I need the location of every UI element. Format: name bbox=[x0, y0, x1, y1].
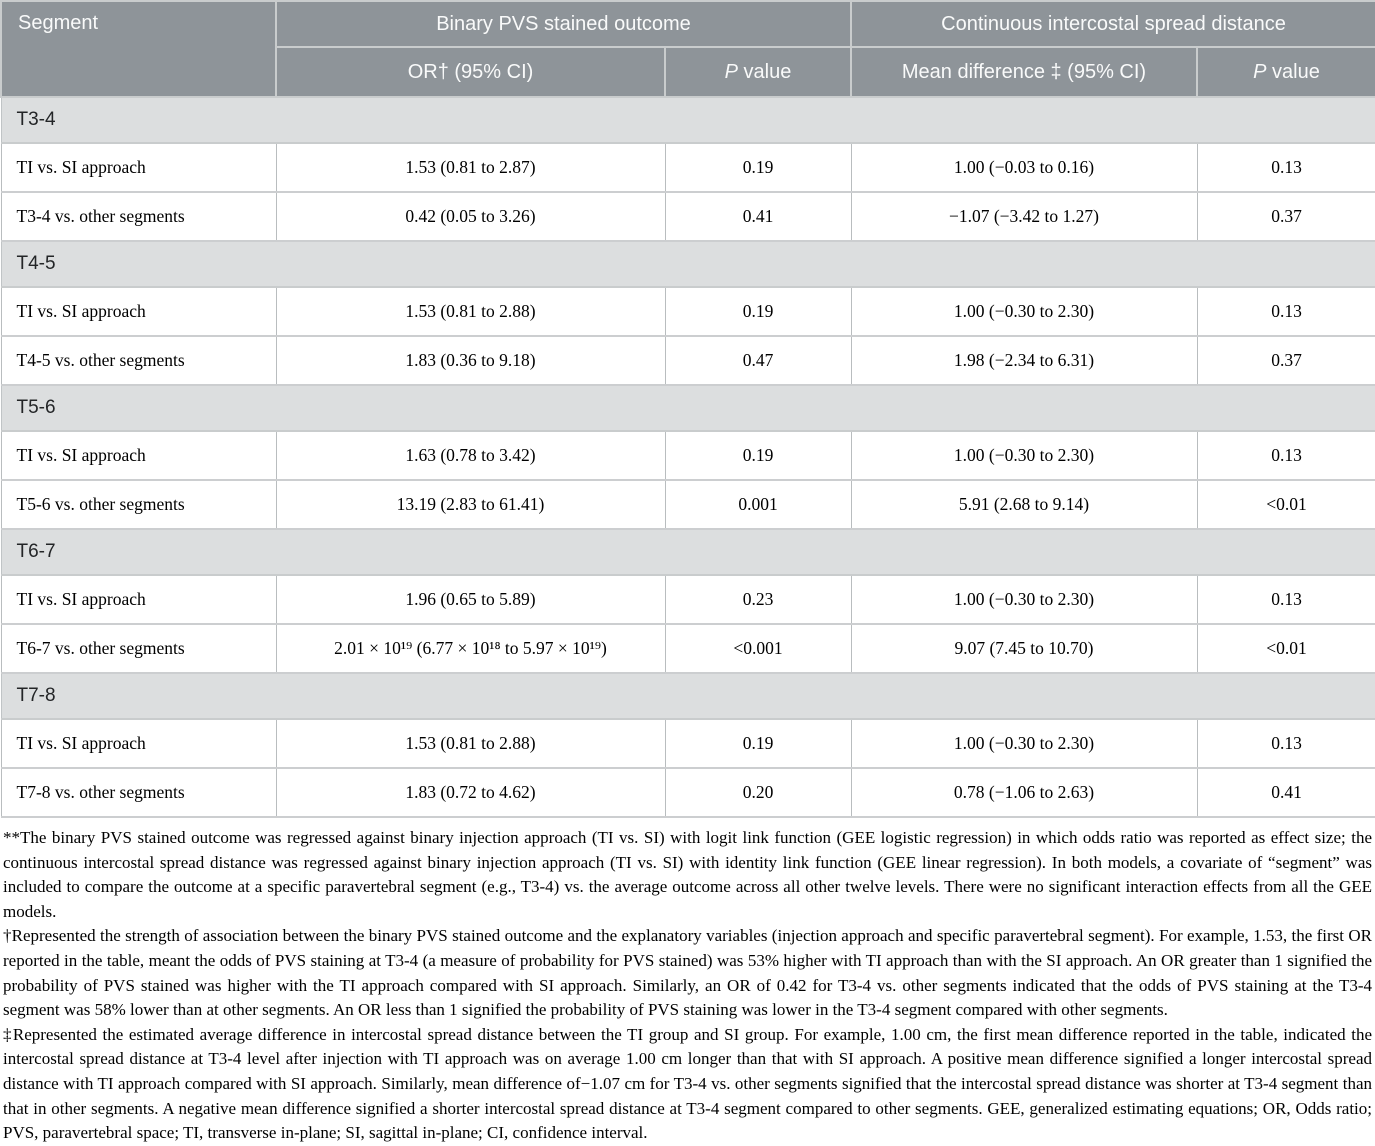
row-label: TI vs. SI approach bbox=[0, 574, 277, 625]
or-value: 2.01 × 10¹⁹ (6.77 × 10¹⁸ to 5.97 × 10¹⁹) bbox=[275, 623, 666, 674]
row-label: T6-7 vs. other segments bbox=[0, 623, 277, 674]
mean-difference-value: 5.91 (2.68 to 9.14) bbox=[850, 479, 1198, 530]
p-value-spread: 0.37 bbox=[1196, 191, 1375, 242]
header-group-binary-pvs: Binary PVS stained outcome bbox=[275, 0, 852, 48]
p-value-stained: 0.001 bbox=[664, 479, 852, 530]
p-value-spread: 0.37 bbox=[1196, 335, 1375, 386]
p-rest: value bbox=[737, 60, 792, 83]
footnote-model-description: **The binary PVS stained outcome was reg… bbox=[3, 828, 1372, 921]
table-footnotes: **The binary PVS stained outcome was reg… bbox=[0, 818, 1375, 1146]
p-value-spread: 0.13 bbox=[1196, 718, 1375, 769]
p-rest: value bbox=[1266, 60, 1320, 83]
p-value-stained: <0.001 bbox=[664, 623, 852, 674]
segment-band-t4-5: T4-5 bbox=[0, 240, 1375, 288]
footnote-odds-ratio: †Represented the strength of association… bbox=[3, 926, 1372, 1020]
p-value-stained: 0.19 bbox=[664, 142, 852, 193]
mean-difference-value: 1.00 (−0.30 to 2.30) bbox=[850, 718, 1198, 769]
segment-band-t6-7: T6-7 bbox=[0, 528, 1375, 576]
table-row: T6-7 vs. other segments 2.01 × 10¹⁹ (6.7… bbox=[0, 623, 1375, 674]
p-value-stained: 0.19 bbox=[664, 718, 852, 769]
mean-difference-value: 1.98 (−2.34 to 6.31) bbox=[850, 335, 1198, 386]
or-value: 1.53 (0.81 to 2.87) bbox=[275, 142, 666, 193]
p-value-stained: 0.19 bbox=[664, 286, 852, 337]
row-label: T5-6 vs. other segments bbox=[0, 479, 277, 530]
mean-difference-value: 1.00 (−0.30 to 2.30) bbox=[850, 574, 1198, 625]
mean-difference-value: 1.00 (−0.30 to 2.30) bbox=[850, 286, 1198, 337]
table-row: T7-8 vs. other segments 1.83 (0.72 to 4.… bbox=[0, 767, 1375, 818]
p-value-spread: 0.13 bbox=[1196, 430, 1375, 481]
mean-difference-value: 0.78 (−1.06 to 2.63) bbox=[850, 767, 1198, 818]
row-label: T7-8 vs. other segments bbox=[0, 767, 277, 818]
p-value-stained: 0.20 bbox=[664, 767, 852, 818]
mean-difference-value: 9.07 (7.45 to 10.70) bbox=[850, 623, 1198, 674]
or-value: 1.63 (0.78 to 3.42) bbox=[275, 430, 666, 481]
segment-band-t5-6: T5-6 bbox=[0, 384, 1375, 432]
table-row: T5-6 vs. other segments 13.19 (2.83 to 6… bbox=[0, 479, 1375, 530]
mean-difference-value: −1.07 (−3.42 to 1.27) bbox=[850, 191, 1198, 242]
header-or-ci: OR† (95% CI) bbox=[275, 46, 666, 98]
header-p-value-stained: P value bbox=[664, 46, 852, 98]
segment-band-t3-4: T3-4 bbox=[0, 96, 1375, 144]
row-label: TI vs. SI approach bbox=[0, 286, 277, 337]
or-value: 1.83 (0.36 to 9.18) bbox=[275, 335, 666, 386]
header-group-continuous-spread: Continuous intercostal spread distance bbox=[850, 0, 1375, 48]
table-row: TI vs. SI approach 1.63 (0.78 to 3.42) 0… bbox=[0, 430, 1375, 481]
table-row: T4-5 vs. other segments 1.83 (0.36 to 9.… bbox=[0, 335, 1375, 386]
footnote-mean-difference: ‡Represented the estimated average diffe… bbox=[3, 1024, 1372, 1143]
or-value: 0.42 (0.05 to 3.26) bbox=[275, 191, 666, 242]
p-value-spread: 0.13 bbox=[1196, 286, 1375, 337]
p-value-spread: 0.13 bbox=[1196, 142, 1375, 193]
p-value-spread: 0.41 bbox=[1196, 767, 1375, 818]
p-italic: P bbox=[724, 60, 738, 83]
header-p-value-spread: P value bbox=[1196, 46, 1375, 98]
mean-difference-value: 1.00 (−0.30 to 2.30) bbox=[850, 430, 1198, 481]
p-value-spread: <0.01 bbox=[1196, 479, 1375, 530]
p-value-spread: <0.01 bbox=[1196, 623, 1375, 674]
table-row: TI vs. SI approach 1.53 (0.81 to 2.88) 0… bbox=[0, 718, 1375, 769]
p-italic: P bbox=[1253, 60, 1267, 83]
table-row: T3-4 vs. other segments 0.42 (0.05 to 3.… bbox=[0, 191, 1375, 242]
header-segment: Segment bbox=[0, 0, 277, 98]
segment-band-t7-8: T7-8 bbox=[0, 672, 1375, 720]
header-mean-difference-ci: Mean difference ‡ (95% CI) bbox=[850, 46, 1198, 98]
or-value: 1.96 (0.65 to 5.89) bbox=[275, 574, 666, 625]
p-value-stained: 0.23 bbox=[664, 574, 852, 625]
p-value-stained: 0.19 bbox=[664, 430, 852, 481]
p-value-spread: 0.13 bbox=[1196, 574, 1375, 625]
table-row: TI vs. SI approach 1.53 (0.81 to 2.88) 0… bbox=[0, 286, 1375, 337]
p-value-stained: 0.41 bbox=[664, 191, 852, 242]
p-value-stained: 0.47 bbox=[664, 335, 852, 386]
regression-results-table: Segment Binary PVS stained outcome Conti… bbox=[0, 0, 1375, 818]
or-value: 1.53 (0.81 to 2.88) bbox=[275, 718, 666, 769]
row-label: TI vs. SI approach bbox=[0, 718, 277, 769]
table-header: Segment Binary PVS stained outcome Conti… bbox=[0, 0, 1375, 98]
or-value: 13.19 (2.83 to 61.41) bbox=[275, 479, 666, 530]
row-label: TI vs. SI approach bbox=[0, 430, 277, 481]
row-label: T3-4 vs. other segments bbox=[0, 191, 277, 242]
mean-difference-value: 1.00 (−0.03 to 0.16) bbox=[850, 142, 1198, 193]
or-value: 1.83 (0.72 to 4.62) bbox=[275, 767, 666, 818]
table-row: TI vs. SI approach 1.96 (0.65 to 5.89) 0… bbox=[0, 574, 1375, 625]
row-label: T4-5 vs. other segments bbox=[0, 335, 277, 386]
row-label: TI vs. SI approach bbox=[0, 142, 277, 193]
or-value: 1.53 (0.81 to 2.88) bbox=[275, 286, 666, 337]
table-row: TI vs. SI approach 1.53 (0.81 to 2.87) 0… bbox=[0, 142, 1375, 193]
